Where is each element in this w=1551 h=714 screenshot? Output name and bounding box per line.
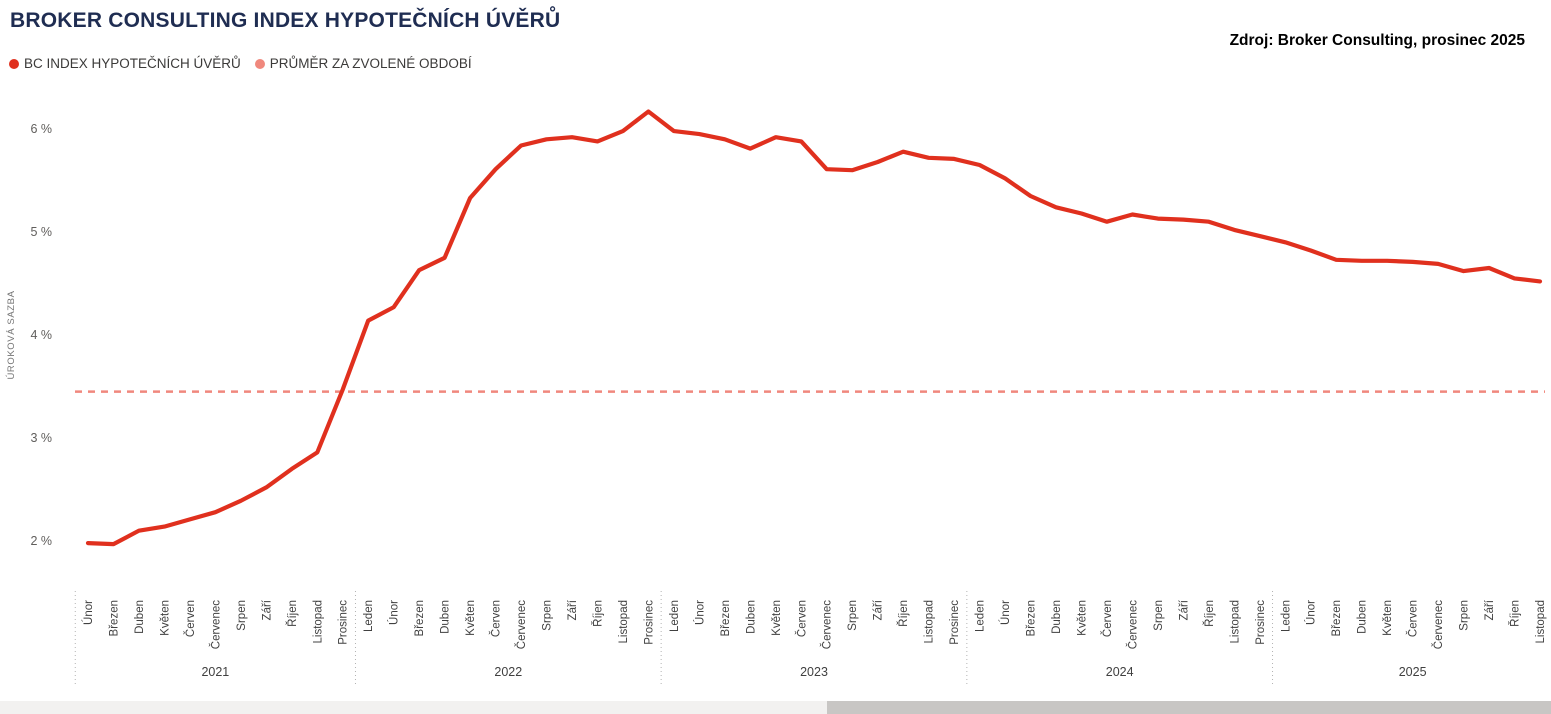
month-tick-label: Únor <box>388 600 401 625</box>
year-label: 2025 <box>1399 665 1427 679</box>
month-tick-label: Leden <box>363 600 375 632</box>
month-tick-label: Červenec <box>1126 600 1139 649</box>
month-tick-label: Červenec <box>209 600 222 649</box>
month-tick-label: Květen <box>465 600 477 636</box>
month-tick-label: Březen <box>1331 600 1343 636</box>
month-tick-label: Červen <box>184 600 197 637</box>
year-label: 2022 <box>494 665 522 679</box>
month-tick-label: Duben <box>134 600 146 634</box>
month-tick-label: Duben <box>745 600 757 634</box>
month-tick-label: Září <box>261 599 273 620</box>
month-tick-label: Duben <box>1051 600 1063 634</box>
scrollbar-thumb[interactable] <box>826 701 1551 714</box>
month-tick-label: Listopad <box>1535 600 1547 643</box>
month-tick-label: Červenec <box>515 600 528 649</box>
month-tick-label: Říjen <box>286 600 299 627</box>
y-tick-label: 6 % <box>30 122 52 136</box>
month-tick-label: Srpen <box>542 600 554 631</box>
year-label: 2023 <box>800 665 828 679</box>
month-tick-label: Duben <box>440 600 452 634</box>
month-tick-label: Březen <box>720 600 732 636</box>
y-tick-label: 3 % <box>30 431 52 445</box>
month-tick-label: Červen <box>490 600 503 637</box>
index-line <box>85 109 1543 547</box>
month-tick-label: Leden <box>1280 600 1292 632</box>
month-tick-label: Březen <box>1026 600 1038 636</box>
month-tick-label: Únor <box>1305 600 1318 625</box>
legend-item[interactable]: PRŮMĚR ZA ZVOLENÉ OBDOBÍ <box>254 56 472 71</box>
month-tick-label: Květen <box>1382 600 1394 636</box>
chart-canvas: ÚROKOVÁ SAZBA 2 % 3 % 4 % 5 % 6 % Únor Březen Du… <box>6 109 1547 684</box>
month-tick-label: Říjen <box>1509 600 1522 627</box>
month-tick-label: Listopad <box>1229 600 1241 643</box>
legend-item[interactable]: BC INDEX HYPOTEČNÍCH ÚVĚRŮ <box>9 56 241 71</box>
month-tick-label: Srpen <box>1459 600 1471 631</box>
month-tick-label: Srpen <box>847 600 859 631</box>
month-tick-label: Říjen <box>897 600 910 627</box>
month-tick-label: Únor <box>82 600 95 625</box>
month-tick-label: Červenec <box>821 600 834 649</box>
month-tick-label: Leden <box>669 600 681 632</box>
legend: BC INDEX HYPOTEČNÍCH ÚVĚRŮ PRŮMĚR ZA ZVOL… <box>9 56 472 71</box>
y-tick-label: 4 % <box>30 328 52 342</box>
month-tick-label: Duben <box>1357 600 1369 634</box>
month-tick-label: Listopad <box>618 600 630 643</box>
month-tick-label: Říjen <box>1203 600 1216 627</box>
legend-item-label: BC INDEX HYPOTEČNÍCH ÚVĚRŮ <box>24 56 241 71</box>
month-tick-label: Květen <box>1077 600 1089 636</box>
line-chart: ÚROKOVÁ SAZBA 2 % 3 % 4 % 5 % 6 % Únor Březen Du… <box>0 88 1551 688</box>
month-tick-label: Září <box>873 599 885 620</box>
month-tick-label: Květen <box>771 600 783 636</box>
source-label: Zdroj: Broker Consulting, prosinec 2025 <box>1229 32 1525 49</box>
month-tick-label: Únor <box>693 600 706 625</box>
month-tick-label: Leden <box>975 600 987 632</box>
month-tick-label: Prosinec <box>1255 600 1267 645</box>
horizontal-scrollbar[interactable] <box>0 701 1551 714</box>
month-tick-label: Září <box>1484 599 1496 620</box>
year-label: 2024 <box>1106 665 1134 679</box>
page-title: BROKER CONSULTING INDEX HYPOTEČNÍCH ÚVĚR… <box>10 9 561 32</box>
year-label: 2021 <box>201 665 229 679</box>
month-tick-label: Prosinec <box>949 600 961 645</box>
month-tick-label: Červen <box>1407 600 1420 637</box>
month-tick-label: Červenec <box>1432 600 1445 649</box>
y-axis-title: ÚROKOVÁ SAZBA <box>6 290 17 379</box>
month-tick-label: Listopad <box>924 600 936 643</box>
y-tick-label: 2 % <box>30 534 52 548</box>
month-tick-label: Říjen <box>592 600 605 627</box>
month-tick-label: Březen <box>109 600 121 636</box>
month-tick-label: Prosinec <box>338 600 350 645</box>
month-tick-label: Srpen <box>1153 600 1165 631</box>
month-tick-label: Červen <box>795 600 808 637</box>
month-tick-label: Září <box>567 599 579 620</box>
month-tick-label: Březen <box>414 600 426 636</box>
legend-dot-icon <box>9 58 19 69</box>
month-tick-label: Červen <box>1101 600 1114 637</box>
month-tick-label: Prosinec <box>643 600 655 645</box>
month-tick-label: Listopad <box>312 600 324 643</box>
month-tick-label: Srpen <box>236 600 248 631</box>
month-tick-label: Únor <box>999 600 1012 625</box>
month-tick-label: Květen <box>159 600 171 636</box>
legend-dot-icon <box>254 58 265 69</box>
month-tick-label: Září <box>1178 599 1190 620</box>
legend-item-label: PRŮMĚR ZA ZVOLENÉ OBDOBÍ <box>269 56 472 71</box>
y-tick-label: 5 % <box>30 225 52 239</box>
